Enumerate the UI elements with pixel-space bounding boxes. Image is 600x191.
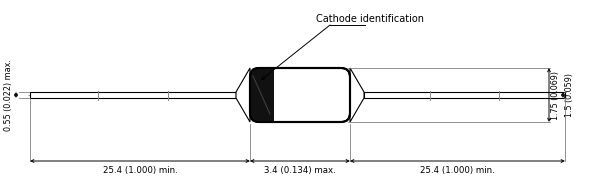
Text: 25.4 (1.000) min.: 25.4 (1.000) min. [420, 166, 495, 175]
Bar [30, 92, 236, 98]
FancyBboxPatch shape [250, 68, 350, 122]
Bar [250, 68, 274, 122]
Text: 0.55 (0.022) max.: 0.55 (0.022) max. [4, 59, 13, 131]
Text: 25.4 (1.000) min.: 25.4 (1.000) min. [103, 166, 178, 175]
Bar [364, 92, 565, 98]
Text: 1.5 (0.059): 1.5 (0.059) [565, 73, 574, 117]
PathPatch shape [350, 68, 364, 122]
PathPatch shape [236, 68, 250, 122]
Text: Cathode identification: Cathode identification [316, 14, 424, 24]
Text: 3.4 (0.134) max.: 3.4 (0.134) max. [264, 166, 336, 175]
Text: 1.75 (0.069): 1.75 (0.069) [551, 70, 560, 120]
